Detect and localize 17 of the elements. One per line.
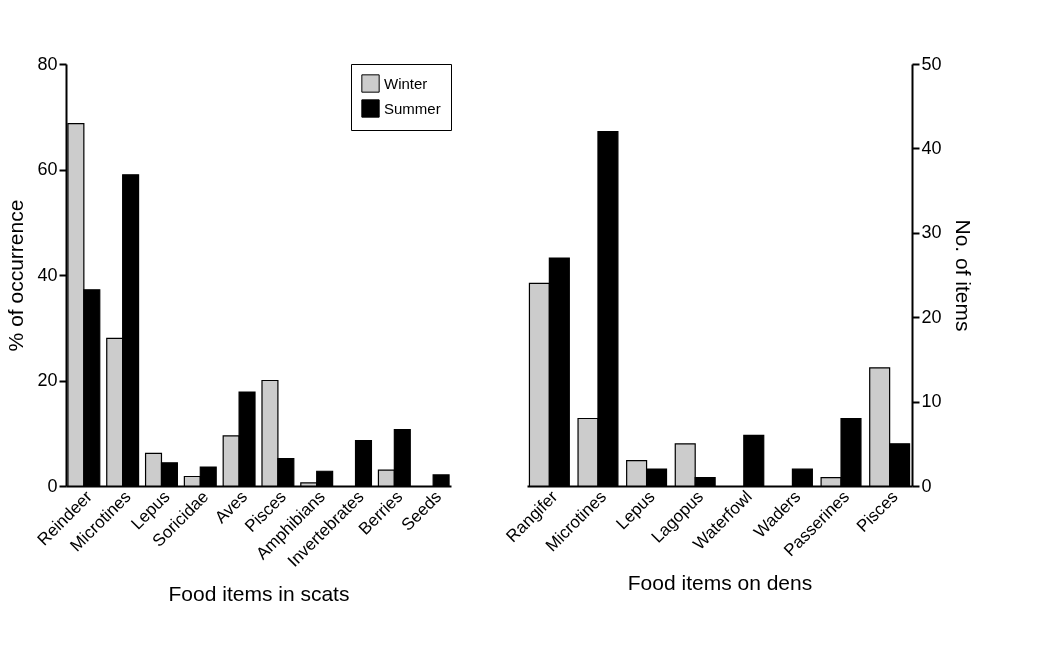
y2-tick-label: 50 — [921, 53, 942, 74]
legend-label: Summer — [384, 99, 441, 117]
x-axis-title: Food items on dens — [627, 571, 813, 595]
y2-tick-label: 0 — [921, 475, 932, 496]
x-axis-title: Food items in scats — [168, 581, 350, 605]
y-tick-label: 80 — [37, 53, 58, 74]
y-tick-label: 40 — [37, 264, 58, 285]
y2-axis-title: No. of items — [951, 219, 975, 332]
y2-tick-label: 10 — [921, 391, 942, 412]
y2-tick-label: 40 — [921, 137, 942, 158]
legend-label: Winter — [384, 74, 428, 92]
y-axis-title: % of occurrence — [4, 199, 28, 352]
y-tick-label: 20 — [37, 370, 58, 390]
y-tick-label: 60 — [37, 159, 58, 179]
y-tick-label: 0 — [47, 475, 58, 496]
y2-tick-label: 20 — [921, 306, 942, 327]
y2-tick-label: 30 — [921, 222, 942, 243]
